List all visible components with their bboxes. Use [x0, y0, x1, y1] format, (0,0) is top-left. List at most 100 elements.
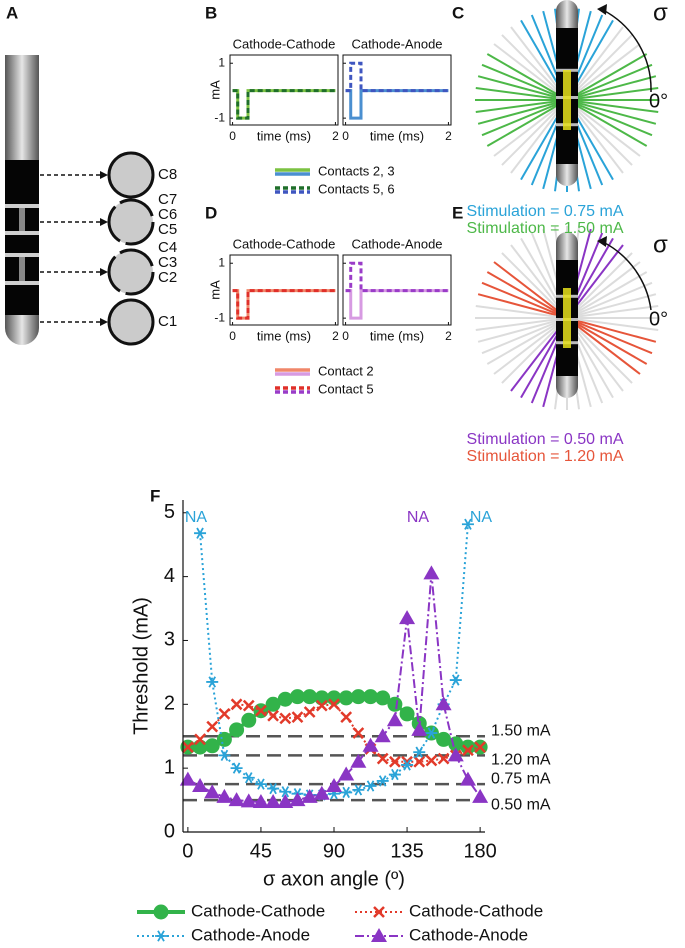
marker-star	[449, 674, 462, 686]
lead-contacts	[5, 160, 39, 315]
arrow-head	[597, 4, 607, 15]
marker-triangle	[338, 766, 355, 781]
zero-angle: 0°	[649, 308, 668, 330]
marker-circle	[204, 738, 220, 754]
marker-triangle	[289, 792, 306, 807]
marker-x	[315, 699, 328, 712]
y-tick-label: -1	[214, 110, 225, 124]
x-axis-label: time (ms)	[257, 128, 311, 143]
legend-label: Cathode-Cathode	[409, 901, 543, 920]
legend-label: Contact 5	[318, 381, 374, 396]
stimulation-label: Stimulation = 0.75 mA	[467, 203, 624, 220]
marker-triangle	[447, 747, 464, 762]
marker-triangle	[204, 784, 221, 799]
legend-label: Contacts 5, 6	[318, 181, 395, 196]
marker-circle	[375, 690, 391, 706]
marker-x	[376, 752, 389, 765]
marker-triangle	[350, 753, 367, 768]
angle-arc	[602, 241, 652, 311]
arrow-head	[100, 171, 108, 179]
marker-triangle	[374, 728, 391, 743]
marker-x	[474, 741, 487, 753]
marker-circle	[229, 722, 245, 738]
waveform-line	[232, 289, 336, 320]
marker-circle	[302, 689, 318, 705]
marker-triangle	[179, 771, 196, 786]
stimulation-label: Stimulation = 1.20 mA	[467, 448, 624, 465]
y-tick-label: 4	[164, 565, 175, 587]
marker-x	[303, 706, 316, 718]
contact-section	[107, 298, 155, 346]
y-axis-label: mA	[207, 80, 222, 100]
marker-circle	[350, 689, 366, 705]
x-tick-label: 0	[342, 129, 349, 143]
marker-star	[425, 727, 438, 739]
y-tick-label: 1	[218, 255, 225, 269]
marker-x	[194, 733, 206, 746]
marker-triangle	[277, 793, 294, 808]
marker-star	[242, 772, 255, 784]
marker-star	[230, 762, 243, 774]
marker-circle	[289, 689, 305, 705]
stimulation-label: Stimulation = 1.50 mA	[467, 220, 624, 237]
x-tick-label: 0	[342, 329, 349, 343]
legend-label: Cathode-Anode	[191, 925, 310, 944]
legend-marker	[153, 904, 169, 920]
marker-triangle	[265, 793, 282, 808]
marker-circle	[241, 712, 257, 728]
angle-arc	[602, 9, 652, 93]
legend-label: Cathode-Cathode	[191, 901, 325, 920]
subplot-title: Cathode-Anode	[351, 236, 442, 251]
contact-label: C6	[158, 206, 177, 223]
stimulation-label: Stimulation = 0.50 mA	[467, 431, 624, 448]
y-tick-label: 0	[164, 820, 175, 842]
marker-star	[376, 775, 389, 787]
x-axis-label: time (ms)	[257, 328, 311, 343]
contact-section	[107, 151, 155, 199]
marker-x	[413, 755, 426, 768]
contact-label: C5	[158, 221, 177, 238]
angle-symbol: σ	[653, 231, 668, 258]
marker-triangle	[423, 565, 440, 580]
na-annotation: NA	[185, 509, 208, 526]
marker-x	[425, 754, 438, 767]
contact-label: C3	[158, 254, 177, 271]
legend-marker	[371, 928, 387, 942]
marker-x	[230, 698, 243, 711]
marker-x	[255, 704, 267, 717]
marker-circle	[460, 739, 476, 755]
marker-triangle	[192, 778, 209, 793]
y-tick-label: 3	[164, 629, 175, 651]
marker-star	[352, 784, 365, 796]
marker-triangle	[252, 793, 269, 808]
panel-label: B	[205, 3, 217, 22]
y-axis-label: Threshold (mA)	[130, 597, 152, 735]
lead-band	[5, 231, 39, 235]
marker-star	[206, 676, 219, 688]
panel-label: E	[452, 203, 463, 222]
marker-x	[340, 711, 353, 723]
x-tick-label: 0	[229, 329, 236, 343]
y-tick-label: 5	[164, 501, 175, 523]
marker-star	[194, 527, 207, 539]
marker-star	[340, 786, 353, 799]
arrow-head	[100, 318, 108, 326]
x-tick-label: 90	[323, 840, 345, 862]
reference-label: 1.50 mA	[491, 722, 551, 739]
active-region	[563, 70, 571, 130]
marker-triangle	[326, 778, 342, 793]
marker-circle	[265, 696, 281, 712]
marker-star	[413, 746, 426, 758]
legend-marker	[155, 930, 167, 942]
active-region	[563, 288, 571, 348]
x-tick-label: 0	[182, 840, 193, 862]
marker-triangle	[216, 788, 233, 803]
y-tick-label: 2	[164, 693, 175, 715]
marker-star	[461, 518, 474, 530]
contact-label: C1	[158, 313, 177, 330]
x-tick-label: 45	[250, 840, 272, 862]
x-axis-label: time (ms)	[370, 328, 424, 343]
reference-label: 0.75 mA	[491, 770, 551, 787]
marker-triangle	[240, 793, 257, 808]
